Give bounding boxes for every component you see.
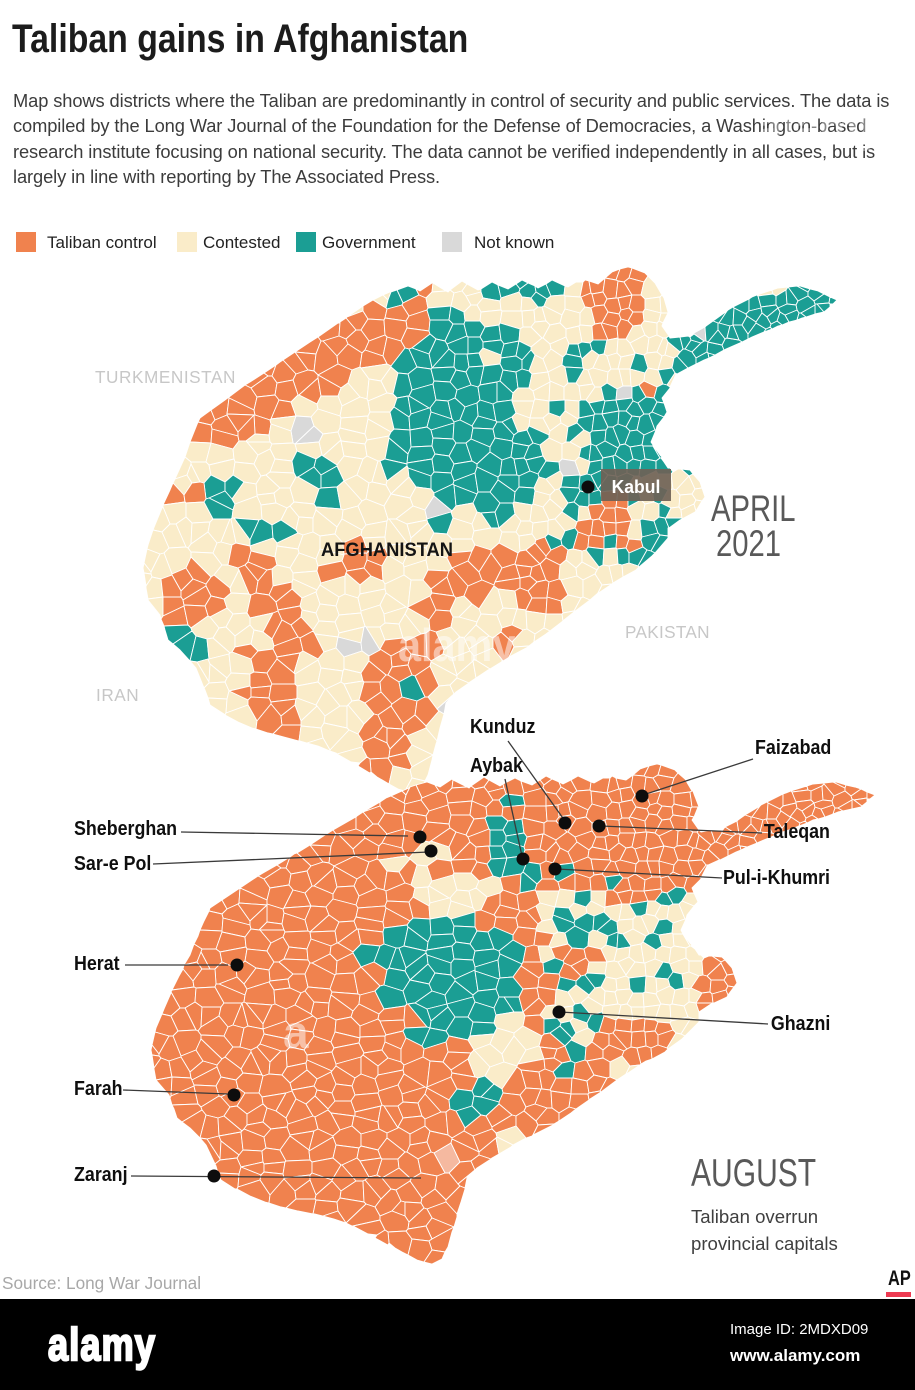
svg-text:a: a <box>283 1006 309 1058</box>
svg-text:Kabul: Kabul <box>612 477 661 498</box>
svg-text:alamy: alamy <box>758 103 883 152</box>
svg-text:alamy: alamy <box>398 620 516 672</box>
